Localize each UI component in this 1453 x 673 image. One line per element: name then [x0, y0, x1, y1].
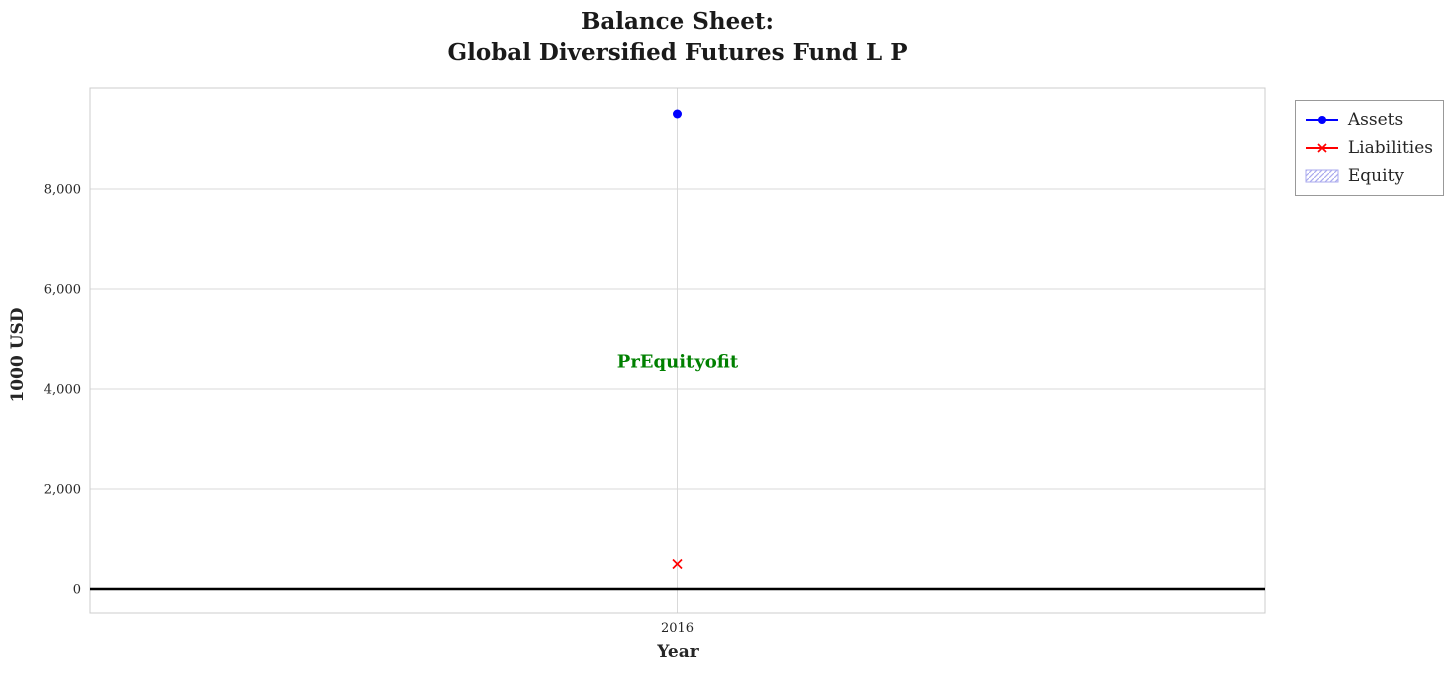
legend-label-assets: Assets: [1347, 110, 1404, 130]
legend: Assets Liabilities Equity: [1294, 100, 1444, 196]
legend-item-liabilities: Liabilities: [1304, 135, 1433, 161]
x-axis-label: Year: [657, 642, 699, 662]
chart-title-line2: Global Diversified Futures Fund L P: [447, 39, 908, 66]
equity-annotation: PrEquityofit: [616, 351, 739, 373]
svg-text:2016: 2016: [661, 621, 694, 636]
legend-label-liabilities: Liabilities: [1347, 138, 1433, 158]
assets-line-marker-icon: [1305, 116, 1338, 124]
svg-text:8,000: 8,000: [44, 183, 81, 198]
equity-hatch-swatch-icon: [1305, 169, 1339, 183]
chart-title: Balance Sheet: Global Diversified Future…: [90, 6, 1265, 68]
svg-text:4,000: 4,000: [44, 383, 81, 398]
y-axis-label: 1000 USD: [8, 307, 28, 403]
svg-text:2,000: 2,000: [44, 483, 81, 498]
liabilities-x-marker-icon: [1305, 143, 1338, 153]
legend-label-equity: Equity: [1347, 166, 1405, 186]
legend-item-assets: Assets: [1304, 107, 1433, 133]
svg-text:0: 0: [73, 583, 81, 598]
chart-title-line1: Balance Sheet:: [580, 8, 775, 35]
svg-text:6,000: 6,000: [44, 283, 81, 298]
legend-item-equity: Equity: [1304, 163, 1433, 189]
